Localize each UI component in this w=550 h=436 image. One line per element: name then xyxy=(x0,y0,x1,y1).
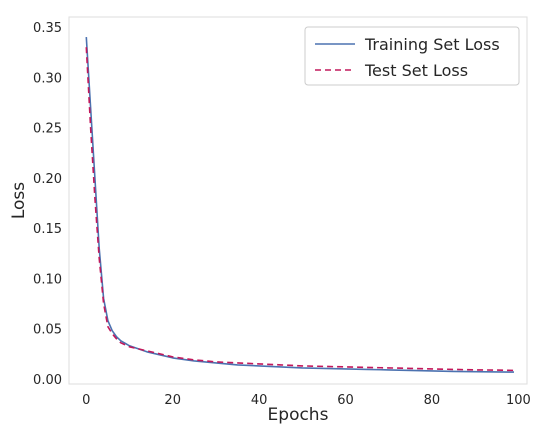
ticks-layer: 0 20 40 60 80 100 0.00 0.05 0.10 0.15 0.20 0.25 0.30… xyxy=(33,21,531,408)
y-tick-label: 0.05 xyxy=(33,323,62,338)
y-tick-label: 0.00 xyxy=(33,373,62,388)
x-tick-label: 0 xyxy=(82,393,90,408)
y-tick-label: 0.30 xyxy=(33,71,62,86)
x-tick-label: 80 xyxy=(424,393,441,408)
x-tick-label: 60 xyxy=(337,393,354,408)
series-test-line xyxy=(85,47,515,372)
y-tick-label: 0.15 xyxy=(33,222,62,237)
y-axis-label: Loss xyxy=(9,182,29,219)
x-tick-label: 100 xyxy=(506,393,531,408)
legend: Training Set Loss Test Set Loss xyxy=(304,26,520,86)
series-layer xyxy=(85,37,515,373)
legend-box xyxy=(304,26,520,86)
legend-label-test: Test Set Loss xyxy=(364,61,468,80)
y-tick-label: 0.25 xyxy=(33,122,62,137)
x-tick-label: 40 xyxy=(251,393,268,408)
series-training-line xyxy=(85,37,515,373)
legend-label-training: Training Set Loss xyxy=(364,35,500,54)
x-axis-label: Epochs xyxy=(268,405,329,425)
x-tick-label: 20 xyxy=(164,393,181,408)
y-tick-label: 0.35 xyxy=(33,21,62,36)
y-tick-label: 0.10 xyxy=(33,272,62,287)
y-tick-label: 0.20 xyxy=(33,172,62,187)
